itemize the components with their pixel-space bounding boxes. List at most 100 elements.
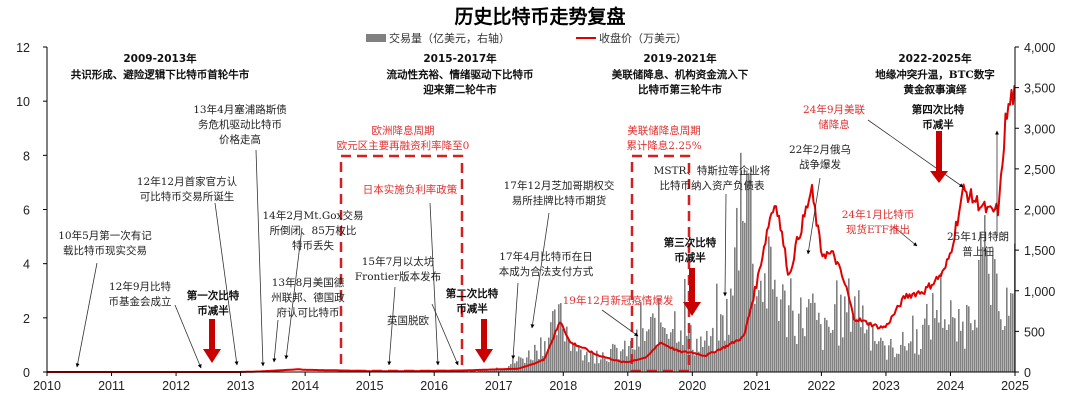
right-axis-tick-label: 3,500 xyxy=(1024,82,1055,96)
svg-text:特币丢失: 特币丢失 xyxy=(292,239,334,252)
x-axis: 2010 2011 2012 2013 2014 2015 2016 2017 2018 2019… xyxy=(33,371,1029,393)
svg-text:地缘冲突升温，BTC数字: 地缘冲突升温，BTC数字 xyxy=(875,68,995,81)
svg-text:15年7月以太坊: 15年7月以太坊 xyxy=(362,255,435,268)
left-axis: 0 2 4 6 8 10 12 xyxy=(16,41,48,380)
svg-text:币减半: 币减半 xyxy=(456,302,488,315)
svg-text:黄金叙事演绎: 黄金叙事演绎 xyxy=(904,83,967,96)
svg-text:12年12月首家官方认: 12年12月首家官方认 xyxy=(137,175,238,188)
svg-text:现货ETF推出: 现货ETF推出 xyxy=(846,223,910,236)
event-japan-negative-rate: 日本实施负利率政策 xyxy=(363,183,458,196)
halving-3: 第三次比特 币减半 xyxy=(664,236,717,316)
svg-text:2022-2025年: 2022-2025年 xyxy=(898,52,972,65)
right-axis-tick-label: 1,000 xyxy=(1024,285,1055,299)
halving-1: 第一次比特 币减半 xyxy=(187,289,240,363)
era-2009-2013: 2009-2013年 共识形成、避险逻辑下比特币首轮牛市 xyxy=(71,52,250,81)
x-axis-tick-label: 2018 xyxy=(549,379,577,393)
halving-markers: 第一次比特 币减半 第二次比特 币减半 第三次比特 币减半 第四次比特 币减半 xyxy=(187,103,965,363)
x-axis-tick-label: 2016 xyxy=(420,379,448,393)
svg-text:19年12月新冠疫情爆发: 19年12月新冠疫情爆发 xyxy=(563,294,674,307)
right-axis-tick-label: 4,000 xyxy=(1024,41,1055,55)
right-axis-tick-label: 2,000 xyxy=(1024,204,1055,218)
x-axis-tick-label: 2017 xyxy=(485,379,513,393)
svg-text:务危机驱动比特币: 务危机驱动比特币 xyxy=(198,118,282,131)
right-axis-tick-label: 0 xyxy=(1024,366,1031,380)
left-axis-tick-label: 10 xyxy=(16,95,30,109)
x-axis-tick-label: 2019 xyxy=(614,379,642,393)
x-axis-tick-label: 2022 xyxy=(807,379,835,393)
svg-text:州联邦、德国政: 州联邦、德国政 xyxy=(271,291,345,304)
svg-text:2009-2013年: 2009-2013年 xyxy=(123,52,197,65)
era-2019-2021: 2019-2021年 美联储降息、机构资金流入下 比特币第三轮牛市 xyxy=(612,52,749,96)
event-euro-easing-l2: 欧元区主要再融资利率降至0 xyxy=(337,139,470,152)
svg-text:第四次比特: 第四次比特 xyxy=(912,103,965,116)
halving-arrow-icon xyxy=(689,268,695,302)
svg-text:战争爆发: 战争爆发 xyxy=(799,158,841,171)
svg-text:14年2月Mt.Gox交易: 14年2月Mt.Gox交易 xyxy=(263,209,364,222)
svg-text:第二次比特: 第二次比特 xyxy=(446,287,499,300)
svg-text:币减半: 币减半 xyxy=(922,118,954,131)
event-euro-easing-l1: 欧洲降息周期 xyxy=(372,124,435,137)
chart-title: 历史比特币走势复盘 xyxy=(454,5,625,28)
svg-text:美联储降息周期: 美联储降息周期 xyxy=(627,124,701,137)
legend-swatch-volume xyxy=(366,34,386,42)
x-axis-tick-label: 2011 xyxy=(98,379,125,393)
x-axis-tick-label: 2010 xyxy=(33,379,61,393)
x-axis-tick-label: 2021 xyxy=(743,379,771,393)
svg-text:第三次比特: 第三次比特 xyxy=(664,236,717,249)
svg-text:普上任: 普上任 xyxy=(962,245,994,258)
legend-label-price: 收盘价（万美元） xyxy=(599,31,687,45)
event-2010-first-trade-l1: 10年5月第一次有记 xyxy=(58,229,152,242)
left-axis-tick-label: 6 xyxy=(23,204,30,218)
legend-label-volume: 交易量（亿美元，右轴） xyxy=(389,31,510,45)
annotation-arrows xyxy=(75,119,999,369)
left-axis-tick-label: 4 xyxy=(23,258,30,272)
svg-text:24年1月比特币: 24年1月比特币 xyxy=(842,208,915,221)
svg-text:流动性充裕、情绪驱动下比特币: 流动性充裕、情绪驱动下比特币 xyxy=(387,68,534,81)
svg-text:府认可比特币: 府认可比特币 xyxy=(277,306,340,319)
svg-text:储降息: 储降息 xyxy=(818,118,850,131)
svg-text:价格走高: 价格走高 xyxy=(219,133,261,146)
svg-text:2019-2021年: 2019-2021年 xyxy=(643,52,717,65)
era-2022-2025: 2022-2025年 地缘冲突升温，BTC数字 黄金叙事演绎 xyxy=(875,52,995,96)
svg-text:迎来第二轮牛市: 迎来第二轮牛市 xyxy=(423,83,497,96)
svg-text:英国脱欧: 英国脱欧 xyxy=(387,314,429,327)
x-axis-tick-label: 2020 xyxy=(678,379,706,393)
svg-text:25年1月特朗: 25年1月特朗 xyxy=(947,230,1009,243)
svg-text:24年9月美联: 24年9月美联 xyxy=(803,103,866,116)
svg-text:第一次比特: 第一次比特 xyxy=(187,289,240,302)
svg-text:易所挂牌比特币期货: 易所挂牌比特币期货 xyxy=(512,194,607,207)
halving-4: 第四次比特 币减半 xyxy=(912,103,965,183)
legend: 交易量（亿美元，右轴） 收盘价（万美元） xyxy=(366,31,687,45)
x-axis-tick-label: 2024 xyxy=(937,379,965,393)
svg-text:本成为合法支付方式: 本成为合法支付方式 xyxy=(499,265,594,278)
right-axis-tick-label: 1,500 xyxy=(1024,244,1055,258)
svg-text:13年8月美国德: 13年8月美国德 xyxy=(272,276,345,289)
svg-text:比特币纳入资产负债表: 比特币纳入资产负债表 xyxy=(660,179,765,192)
right-axis-tick-label: 2,500 xyxy=(1024,163,1055,177)
x-axis-tick-label: 2023 xyxy=(872,379,900,393)
svg-text:共识形成、避险逻辑下比特币首轮牛市: 共识形成、避险逻辑下比特币首轮牛市 xyxy=(71,68,250,81)
era-2015-2017: 2015-2017年 流动性充裕、情绪驱动下比特币 迎来第二轮牛市 xyxy=(387,52,534,96)
halving-arrow-icon xyxy=(209,319,215,349)
right-axis: 0 500 1,000 1,500 2,000 2,500 3,000 3,500 4,000 xyxy=(1014,41,1055,380)
x-axis-tick-label: 2013 xyxy=(227,379,255,393)
x-axis-tick-label: 2014 xyxy=(291,379,319,393)
svg-text:Frontier版本发布: Frontier版本发布 xyxy=(355,270,441,283)
svg-text:比特币第三轮牛市: 比特币第三轮牛市 xyxy=(638,83,722,96)
right-axis-tick-label: 500 xyxy=(1024,325,1045,339)
x-axis-tick-label: 2025 xyxy=(1001,379,1029,393)
volume-bars xyxy=(132,152,1016,372)
svg-text:累计降息2.25%: 累计降息2.25% xyxy=(626,139,701,152)
halving-arrow-icon xyxy=(936,131,942,171)
svg-text:17年4月比特币在日: 17年4月比特币在日 xyxy=(499,250,593,263)
fed-easing-period-box xyxy=(630,154,691,373)
svg-text:币基金会成立: 币基金会成立 xyxy=(109,295,172,308)
svg-text:美联储降息、机构资金流入下: 美联储降息、机构资金流入下 xyxy=(612,68,749,81)
event-annotations: 10年5月第一次有记 载比特币现实交易 12年9月比特 币基金会成立 12年12… xyxy=(58,103,1009,327)
svg-text:12年9月比特: 12年9月比特 xyxy=(109,280,172,293)
svg-text:17年12月芝加哥期权交: 17年12月芝加哥期权交 xyxy=(504,179,615,192)
left-axis-tick-label: 12 xyxy=(16,41,30,55)
svg-text:币减半: 币减半 xyxy=(197,304,229,317)
event-2010-first-trade-l2: 载比特币现实交易 xyxy=(63,244,147,257)
euro-easing-period-box xyxy=(339,154,464,373)
